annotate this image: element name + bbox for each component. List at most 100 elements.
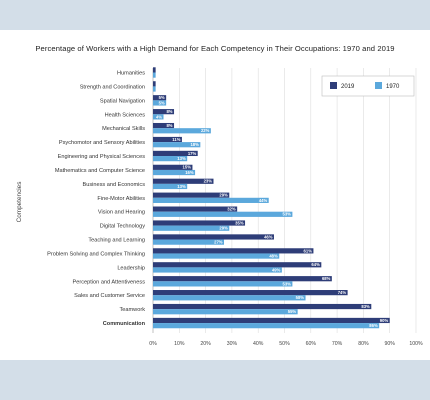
x-tick-label: 100% <box>409 341 423 347</box>
category-label: Engineering and Physical Sciences <box>58 154 146 160</box>
data-label: 18% <box>190 142 199 147</box>
data-label: 44% <box>259 198 268 203</box>
data-label: 1% <box>158 73 164 78</box>
bar-2019 <box>153 67 156 73</box>
data-label: 90% <box>380 318 389 323</box>
data-label: 29% <box>219 193 228 198</box>
bar-2019 <box>153 262 322 268</box>
category-label: Problem Solving and Complex Thinking <box>47 251 145 257</box>
data-label: 49% <box>272 267 281 272</box>
data-label: 32% <box>227 207 236 212</box>
category-label: Mathematics and Computer Science <box>55 168 145 174</box>
legend-swatch-1970 <box>375 82 382 89</box>
bar-1970 <box>153 239 225 245</box>
bar-2019 <box>153 206 238 212</box>
bar-2019 <box>153 276 332 282</box>
x-tick-label: 60% <box>306 341 317 347</box>
bar-2019 <box>153 290 348 296</box>
bar-1970 <box>153 281 293 287</box>
bar-2019 <box>153 303 372 310</box>
data-label: 16% <box>185 170 194 175</box>
x-tick-label: 0% <box>149 341 157 347</box>
data-label: 17% <box>188 151 197 156</box>
bar-1970 <box>153 323 380 329</box>
data-label: 15% <box>183 165 192 170</box>
bar-1970 <box>153 309 298 315</box>
bar-2019 <box>153 178 214 184</box>
data-label: 35% <box>235 220 244 225</box>
data-label: 5% <box>159 95 165 100</box>
bar-1970 <box>153 211 293 217</box>
data-label: 48% <box>269 253 278 258</box>
bar-2019 <box>153 95 167 101</box>
bar-1970 <box>153 156 188 162</box>
data-label: 13% <box>177 184 186 189</box>
category-label: Strength and Coordination <box>80 84 145 90</box>
data-label: 86% <box>369 323 378 328</box>
bar-1970 <box>153 267 282 273</box>
x-tick-label: 70% <box>332 341 343 347</box>
data-label: 27% <box>214 240 223 245</box>
bar-2019 <box>153 248 314 254</box>
x-tick-label: 40% <box>253 341 264 347</box>
category-label: Sales and Customer Service <box>74 293 145 299</box>
data-label: 68% <box>322 276 331 281</box>
data-label: 29% <box>219 226 228 231</box>
bar-1970 <box>153 72 156 78</box>
data-label: 4% <box>156 114 162 119</box>
category-label: Humanities <box>117 71 145 77</box>
x-tick-labels: 0% 10% 20% 30% 40% 50% 60% 70% 80% 90% 100% <box>149 341 423 347</box>
x-tick-label: 30% <box>227 341 238 347</box>
category-label: Communication <box>103 321 146 327</box>
x-tick-label: 50% <box>279 341 290 347</box>
data-label: 55% <box>288 309 297 314</box>
category-label: Vision and Hearing <box>98 210 145 216</box>
data-label: 53% <box>282 212 291 217</box>
data-label: 61% <box>304 248 313 253</box>
data-label: 22% <box>201 128 210 133</box>
bar-1970 <box>153 142 201 148</box>
data-label: 46% <box>264 234 273 239</box>
data-label: 11% <box>172 137 180 142</box>
gridlines <box>152 68 417 333</box>
bar-1970 <box>153 169 196 176</box>
category-label: Perception and Attentiveness <box>73 279 146 285</box>
x-tick-label: 20% <box>200 341 211 347</box>
x-tick-label: 90% <box>385 341 396 347</box>
legend-swatch-2019 <box>330 82 337 89</box>
x-tick-label: 80% <box>358 341 369 347</box>
category-label: Leadership <box>117 265 145 271</box>
data-label: 5% <box>159 100 165 105</box>
category-label: Teamwork <box>120 307 146 313</box>
bar-2019 <box>153 122 175 129</box>
x-tick-label: 10% <box>174 341 185 347</box>
legend-frame <box>321 75 415 97</box>
data-label: 8% <box>166 109 172 114</box>
category-label: Spatial Navigation <box>100 98 145 104</box>
bar-2019 <box>153 81 156 87</box>
bar-1970 <box>153 197 269 203</box>
chart-title: Percentage of Workers with a High Demand… <box>35 44 395 53</box>
bar-1970 <box>153 114 164 120</box>
bar-1970 <box>153 183 188 190</box>
category-label: Digital Technology <box>100 224 145 230</box>
data-label: 8% <box>166 123 172 128</box>
data-label: 64% <box>311 262 320 267</box>
bar-2019 <box>153 317 390 324</box>
category-labels: Humanities Strength and Coordination Spati… <box>47 71 145 328</box>
category-label: Mechanical Skills <box>102 126 145 132</box>
bar-2019 <box>153 164 193 170</box>
data-label: 74% <box>338 290 347 295</box>
legend-label-2019: 2019 <box>341 84 355 90</box>
bar-1970 <box>153 86 156 92</box>
data-label: 23% <box>204 179 213 184</box>
bar-1970 <box>153 225 230 231</box>
bar-1970 <box>153 295 306 301</box>
y-axis-title: Competencies <box>16 182 23 223</box>
category-label: Business and Economics <box>83 182 146 188</box>
bar-1970 <box>153 128 211 134</box>
data-label: 83% <box>361 304 370 309</box>
data-label: 13% <box>177 156 186 161</box>
bar-2019 <box>153 150 198 157</box>
